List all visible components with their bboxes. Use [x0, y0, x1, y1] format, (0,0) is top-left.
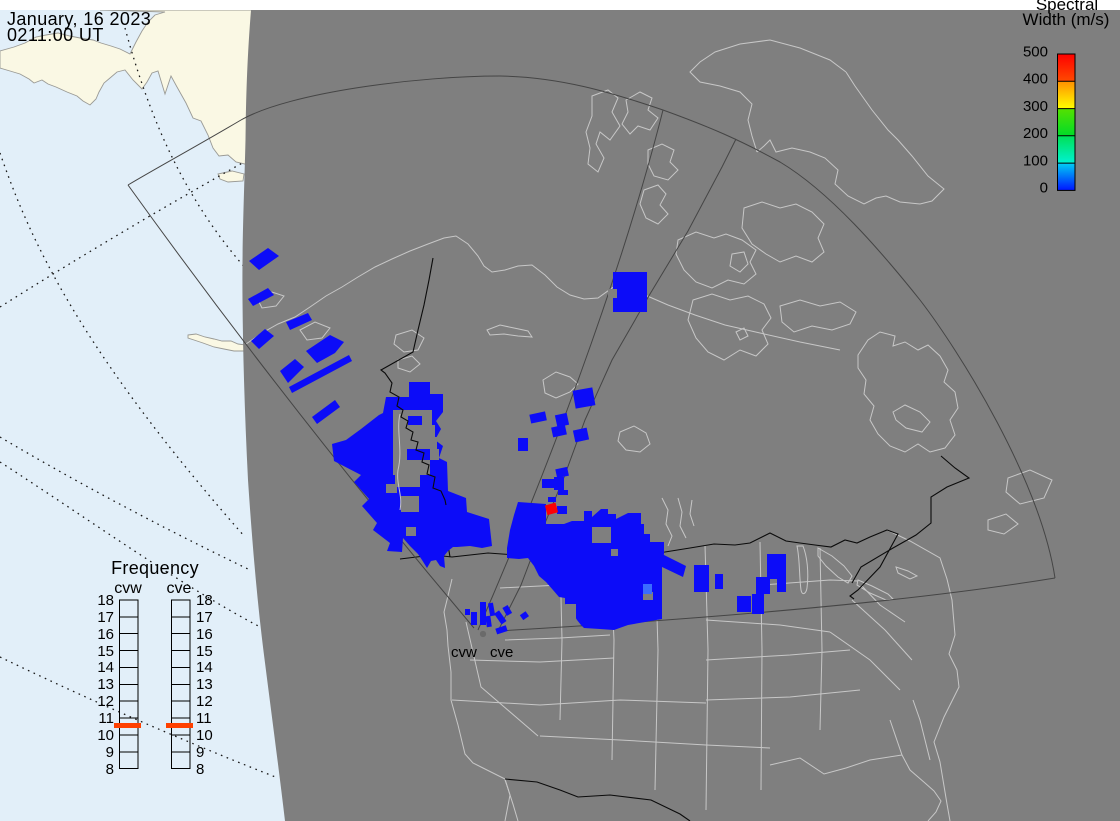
svg-text:cvw: cvw [114, 580, 142, 597]
svg-text:15: 15 [97, 643, 114, 660]
svg-text:16: 16 [97, 626, 114, 643]
svg-text:cve: cve [167, 580, 192, 597]
svg-text:11: 11 [98, 710, 114, 727]
svg-text:Width (m/s): Width (m/s) [1023, 10, 1110, 29]
svg-text:14: 14 [97, 659, 114, 676]
svg-text:100: 100 [1023, 152, 1048, 169]
svg-text:18: 18 [97, 592, 114, 609]
svg-text:18: 18 [196, 592, 213, 609]
svg-text:8: 8 [196, 761, 204, 778]
svg-text:400: 400 [1023, 71, 1048, 88]
svg-text:17: 17 [196, 609, 213, 626]
svg-text:8: 8 [106, 761, 114, 778]
svg-text:9: 9 [106, 744, 114, 761]
svg-text:11: 11 [196, 710, 212, 727]
svg-text:0: 0 [1040, 180, 1048, 197]
svg-text:9: 9 [196, 744, 204, 761]
svg-text:200: 200 [1023, 125, 1048, 142]
svg-text:12: 12 [97, 693, 114, 710]
svg-text:cve: cve [490, 644, 513, 661]
svg-text:Spectral: Spectral [1036, 0, 1098, 14]
svg-text:13: 13 [97, 676, 114, 693]
svg-text:16: 16 [196, 626, 213, 643]
svg-text:17: 17 [97, 609, 114, 626]
svg-text:500: 500 [1023, 44, 1048, 61]
svg-text:12: 12 [196, 693, 213, 710]
svg-text:10: 10 [97, 727, 114, 744]
svg-text:10: 10 [196, 727, 213, 744]
svg-text:January, 16 2023: January, 16 2023 [7, 9, 151, 29]
svg-text:Frequency: Frequency [111, 558, 199, 578]
svg-text:cvw: cvw [451, 644, 477, 661]
svg-text:300: 300 [1023, 98, 1048, 115]
svg-text:15: 15 [196, 643, 213, 660]
svg-text:13: 13 [196, 676, 213, 693]
svg-text:0211:00 UT: 0211:00 UT [7, 25, 104, 45]
svg-text:14: 14 [196, 659, 213, 676]
